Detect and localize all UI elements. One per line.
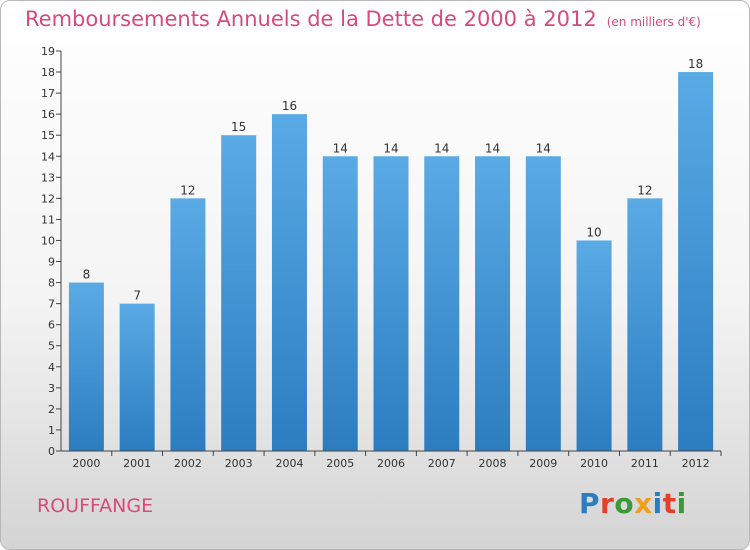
logo-letter: i <box>652 487 663 520</box>
y-tick-label: 5 <box>48 340 55 353</box>
y-tick-label: 17 <box>41 87 55 100</box>
bar-value-label: 10 <box>586 225 601 239</box>
x-tick-label: 2000 <box>72 457 100 470</box>
bars: 8 7 12 15 16 14 14 14 14 14 10 12 18 <box>68 57 714 452</box>
bar-value-label: 14 <box>434 141 449 155</box>
bar-2000 <box>68 282 104 451</box>
y-tick-label: 1 <box>48 424 55 437</box>
bar-2005 <box>322 156 358 451</box>
y-tick-label: 4 <box>48 361 55 374</box>
x-tick-label: 2009 <box>529 457 557 470</box>
y-tick-label: 8 <box>48 277 55 290</box>
y-tick-label: 0 <box>48 445 55 458</box>
bar-2010 <box>576 240 612 451</box>
logo-letter: r <box>600 487 615 520</box>
x-tick-label: 2012 <box>682 457 710 470</box>
x-tick-label: 2003 <box>225 457 253 470</box>
bar-value-label: 14 <box>485 141 500 155</box>
bar-2008 <box>475 156 511 451</box>
x-tick-label: 2002 <box>174 457 202 470</box>
bar-value-label: 8 <box>83 268 91 282</box>
logo-letter: o <box>614 487 635 520</box>
chart-unit: (en milliers d'€) <box>606 15 701 29</box>
bar-value-label: 14 <box>536 141 551 155</box>
bar-2002 <box>170 198 206 451</box>
y-tick-label: 12 <box>41 192 55 205</box>
y-tick-label: 19 <box>41 45 55 58</box>
bar-2009 <box>525 156 561 451</box>
bar-value-label: 14 <box>333 141 348 155</box>
commune-name: ROUFFANGE <box>37 495 154 517</box>
bar-value-label: 16 <box>282 99 297 113</box>
y-tick-label: 13 <box>41 171 55 184</box>
y-tick-label: 18 <box>41 66 55 79</box>
chart-title-block: Remboursements Annuels de la Dette de 20… <box>25 7 701 31</box>
bar-2011 <box>627 198 663 451</box>
y-tick-label: 15 <box>41 129 55 142</box>
bar-2006 <box>373 156 409 451</box>
x-tick-label: 2006 <box>377 457 405 470</box>
x-tick-label: 2005 <box>326 457 354 470</box>
logo-letter: t <box>662 487 677 520</box>
y-tick-label: 16 <box>41 108 55 121</box>
x-tick-label: 2011 <box>631 457 659 470</box>
bar-2003 <box>221 135 257 452</box>
x-tick-label: 2004 <box>275 457 303 470</box>
bar-2012 <box>678 72 714 451</box>
y-tick-label: 3 <box>48 382 55 395</box>
x-tick-label: 2008 <box>479 457 507 470</box>
x-tick-label: 2010 <box>580 457 608 470</box>
bar-value-label: 12 <box>637 183 652 197</box>
proxiti-logo: Proxiti <box>579 487 687 520</box>
bar-value-label: 7 <box>133 289 141 303</box>
y-tick-label: 9 <box>48 256 55 269</box>
x-tick-label: 2001 <box>123 457 151 470</box>
bar-value-label: 14 <box>383 141 398 155</box>
y-tick-label: 2 <box>48 403 55 416</box>
bar-value-label: 12 <box>180 183 195 197</box>
bar-2001 <box>119 303 155 451</box>
bar-2007 <box>424 156 460 451</box>
bar-value-label: 15 <box>231 120 246 134</box>
bar-value-label: 18 <box>688 57 703 71</box>
y-tick-label: 11 <box>41 213 55 226</box>
logo-letter: P <box>579 487 601 520</box>
y-tick-label: 7 <box>48 298 55 311</box>
logo-letter: x <box>634 487 653 520</box>
y-tick-label: 6 <box>48 319 55 332</box>
y-tick-label: 10 <box>41 234 55 247</box>
x-tick-label: 2007 <box>428 457 456 470</box>
x-axis: 2000 2001 2002 2003 2004 2005 2006 2007 2008 2009… <box>61 450 722 470</box>
y-tick-label: 14 <box>41 150 55 163</box>
logo-letter: i <box>676 487 687 520</box>
chart-title: Remboursements Annuels de la Dette de 20… <box>25 7 597 31</box>
bar-2004 <box>271 114 307 451</box>
